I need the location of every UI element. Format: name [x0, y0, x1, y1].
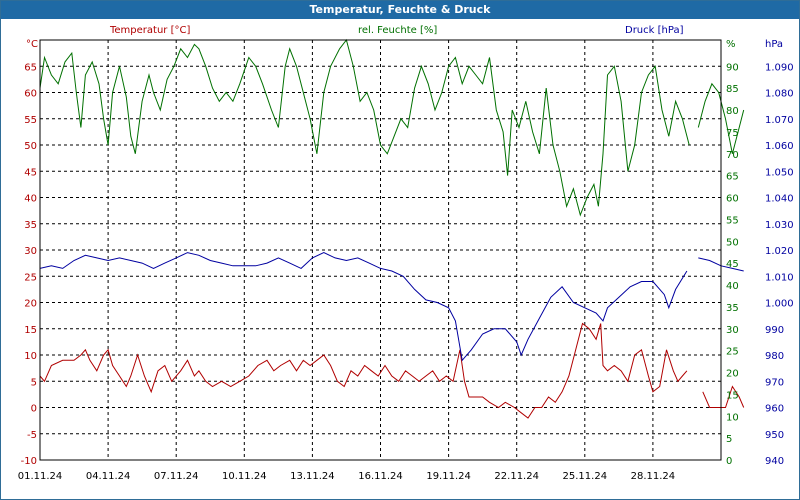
- series-lines: [39, 38, 745, 419]
- hum-tick-label: 80: [726, 106, 739, 117]
- hum-tick-label: 50: [726, 237, 739, 248]
- hum-tick-label: 30: [726, 325, 739, 336]
- temp-tick-label: 35: [24, 220, 37, 231]
- temp-tick-label: 10: [24, 351, 37, 362]
- hum-tick-label: 0: [726, 456, 732, 467]
- window-title: Temperatur, Feuchte & Druck: [1, 1, 799, 19]
- x-tick-label: 10.11.24: [222, 471, 267, 482]
- hum-tick-label: 85: [726, 84, 739, 95]
- x-tick-label: 22.11.24: [494, 471, 539, 482]
- press-tick-label: 960: [765, 404, 784, 415]
- press-series-line: [39, 252, 744, 362]
- press-tick-label: 1.080: [765, 89, 794, 100]
- legend-humidity: rel. Feuchte [%]: [358, 25, 437, 36]
- temp-tick-label: 0: [31, 404, 37, 415]
- temp-tick-label: -10: [21, 456, 37, 467]
- temp-axis-unit: °C: [26, 39, 38, 50]
- legend-temperature: Temperatur [°C]: [109, 25, 190, 36]
- temp-tick-label: 45: [24, 167, 37, 178]
- x-tick-label: 16.11.24: [358, 471, 403, 482]
- press-tick-label: 990: [765, 325, 784, 336]
- press-tick-label: 950: [765, 430, 784, 441]
- hum-tick-label: 20: [726, 369, 739, 380]
- x-tick-label: 04.11.24: [86, 471, 131, 482]
- press-tick-label: 1.040: [765, 194, 794, 205]
- hum-tick-label: 60: [726, 194, 739, 205]
- press-tick-label: 1.050: [765, 167, 794, 178]
- hum-tick-label: 35: [726, 303, 739, 314]
- press-tick-label: 1.020: [765, 246, 794, 257]
- legend-pressure: Druck [hPa]: [625, 25, 684, 36]
- press-tick-label: 1.010: [765, 272, 794, 283]
- hum-tick-label: 55: [726, 215, 739, 226]
- press-tick-label: 1.000: [765, 299, 794, 310]
- temp-tick-label: 5: [31, 377, 37, 388]
- temp-tick-label: 20: [24, 299, 37, 310]
- hum-tick-label: 25: [726, 347, 739, 358]
- press-tick-label: 1.060: [765, 141, 794, 152]
- press-tick-label: 1.090: [765, 62, 794, 73]
- press-tick-label: 980: [765, 351, 784, 362]
- axis-labels: -10 -5 0 5 10 15 20 25 30 35 40 45 50 55 60 65 0 5 10 15 20 2…: [18, 62, 794, 482]
- press-tick-label: 1.070: [765, 115, 794, 126]
- grid-lines: [39, 40, 721, 461]
- hum-tick-label: 10: [726, 412, 739, 423]
- hum-tick-label: 5: [726, 434, 732, 445]
- hum-tick-label: 65: [726, 172, 739, 183]
- hum-tick-label: 70: [726, 150, 739, 161]
- press-axis-unit: hPa: [765, 39, 783, 50]
- temp-tick-label: 55: [24, 115, 37, 126]
- temp-tick-label: 40: [24, 194, 37, 205]
- temp-tick-label: 50: [24, 141, 37, 152]
- x-tick-label: 28.11.24: [631, 471, 676, 482]
- temp-tick-label: 30: [24, 246, 37, 257]
- temp-tick-label: -5: [27, 430, 37, 441]
- x-tick-label: 19.11.24: [426, 471, 471, 482]
- press-tick-label: 940: [765, 456, 784, 467]
- temp-series-line: [39, 322, 745, 419]
- hum-series-line: [39, 38, 745, 217]
- x-tick-label: 13.11.24: [290, 471, 335, 482]
- x-tick-label: 25.11.24: [563, 471, 608, 482]
- temp-tick-label: 65: [24, 62, 37, 73]
- hum-tick-label: 75: [726, 128, 739, 139]
- hum-tick-label: 40: [726, 281, 739, 292]
- x-tick-label: 07.11.24: [154, 471, 199, 482]
- temp-tick-label: 15: [24, 325, 37, 336]
- temp-tick-label: 25: [24, 272, 37, 283]
- x-tick-label: 01.11.24: [18, 471, 63, 482]
- temp-tick-label: 60: [24, 89, 37, 100]
- hum-axis-unit: %: [726, 39, 736, 50]
- plot-area-border: [39, 39, 722, 461]
- press-tick-label: 970: [765, 377, 784, 388]
- hum-tick-label: 90: [726, 62, 739, 73]
- hum-tick-label: 45: [726, 259, 739, 270]
- press-tick-label: 1.030: [765, 220, 794, 231]
- hum-tick-label: 15: [726, 390, 739, 401]
